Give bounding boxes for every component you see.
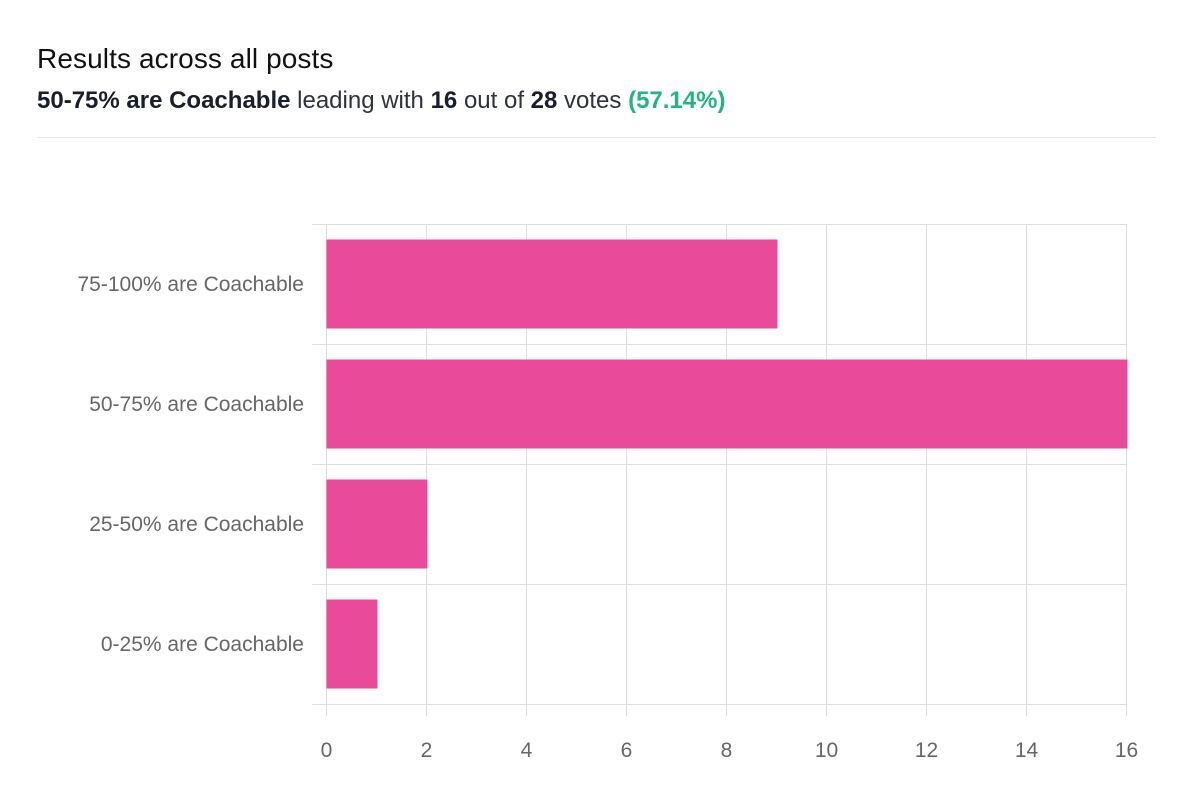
y-category-label: 75-100% are Coachable	[78, 273, 305, 296]
leading-option-label: 50-75% are Coachable	[37, 87, 291, 114]
x-tick-label: 0	[321, 739, 333, 762]
x-tick-label: 8	[721, 739, 733, 762]
y-category-label: 0-25% are Coachable	[101, 633, 304, 656]
x-tick-label: 14	[1015, 739, 1039, 762]
leading-percentage: (57.14%)	[628, 87, 726, 114]
bar	[326, 239, 778, 329]
bar	[326, 599, 378, 689]
x-tick-label: 6	[621, 739, 633, 762]
x-tick-label: 2	[421, 739, 433, 762]
y-category-label: 50-75% are Coachable	[89, 393, 304, 416]
total-vote-count: 28	[530, 87, 558, 114]
bar	[326, 359, 1128, 449]
leading-vote-count: 16	[430, 87, 458, 114]
x-tick-label: 4	[521, 739, 533, 762]
out-of-text: out of	[463, 87, 524, 114]
y-category-label: 25-50% are Coachable	[89, 513, 304, 536]
x-tick-label: 12	[915, 739, 938, 762]
votes-text: votes	[564, 87, 622, 114]
chart-header: Results across all posts 50-75% are Coac…	[37, 40, 1156, 118]
chart-title: Results across all posts	[37, 43, 334, 74]
x-tick-label: 16	[1115, 739, 1138, 762]
bar	[326, 479, 428, 569]
leading-with-text: leading with	[297, 87, 424, 114]
results-summary: 50-75% are Coachable leading with 16 out…	[37, 84, 1156, 118]
x-tick-label: 10	[815, 739, 838, 762]
header-divider	[37, 137, 1156, 138]
